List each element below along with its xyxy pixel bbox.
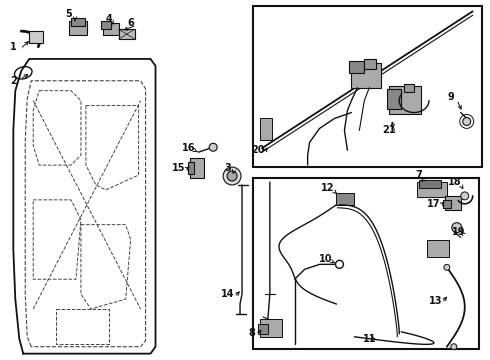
Bar (253, 6, 482, 167)
Text: 1: 1 (10, 42, 17, 52)
Text: 8: 8 (248, 328, 255, 338)
Bar (349, 61, 365, 73)
Text: 10: 10 (319, 255, 332, 264)
Text: 17: 17 (427, 199, 441, 209)
Text: 9: 9 (447, 92, 454, 102)
Bar (337, 193, 354, 205)
Bar (103, 23, 119, 35)
Bar (71, 18, 85, 26)
Text: 21: 21 (382, 125, 396, 135)
Text: 16: 16 (182, 143, 195, 153)
Text: 18: 18 (448, 177, 462, 187)
Bar (445, 196, 461, 210)
Bar (351, 63, 381, 88)
Text: 4: 4 (105, 14, 112, 24)
Text: 12: 12 (321, 183, 334, 193)
Text: 15: 15 (172, 163, 185, 173)
Text: 6: 6 (127, 18, 134, 28)
Circle shape (227, 171, 237, 181)
Bar (404, 84, 414, 92)
Bar (258, 324, 268, 334)
Bar (119, 29, 135, 39)
Text: 7: 7 (416, 170, 422, 180)
Bar (188, 162, 195, 174)
Text: 5: 5 (66, 9, 73, 19)
Text: 11: 11 (363, 334, 376, 344)
Bar (443, 200, 451, 208)
Text: 19: 19 (452, 226, 466, 237)
Bar (69, 21, 87, 35)
Circle shape (223, 167, 241, 185)
Text: 14: 14 (221, 289, 235, 299)
Bar (190, 158, 204, 178)
Bar (101, 21, 111, 29)
Bar (417, 182, 447, 197)
Text: 13: 13 (429, 296, 442, 306)
Bar (365, 59, 376, 69)
Circle shape (463, 117, 471, 125)
Text: 3: 3 (225, 163, 231, 173)
Text: 20: 20 (251, 145, 265, 155)
Bar (427, 239, 449, 257)
Bar (253, 178, 479, 349)
Bar (387, 89, 401, 109)
Circle shape (461, 192, 469, 200)
Circle shape (451, 344, 457, 350)
Bar (260, 319, 282, 337)
Text: 2: 2 (10, 76, 17, 86)
Circle shape (209, 143, 217, 151)
Bar (29, 31, 43, 43)
Bar (260, 118, 272, 140)
Bar (389, 86, 421, 113)
Circle shape (444, 264, 450, 270)
Bar (419, 180, 441, 188)
Circle shape (452, 223, 462, 233)
